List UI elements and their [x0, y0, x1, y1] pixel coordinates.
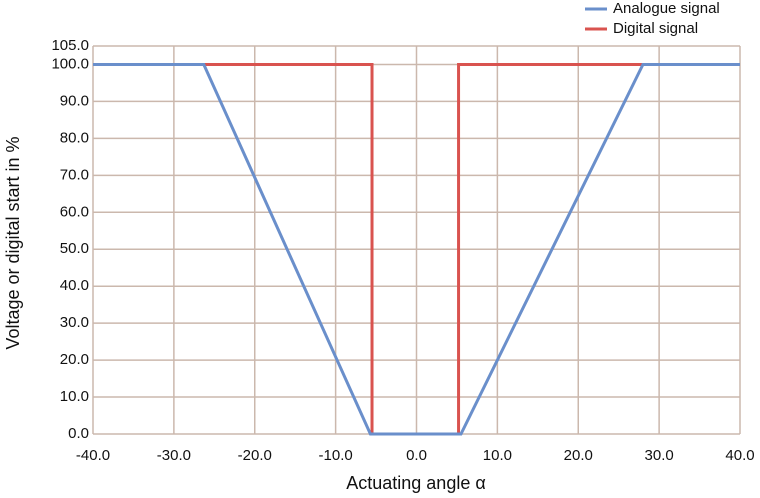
y-tick-label: 20.0	[60, 351, 89, 368]
x-tick-label: -10.0	[319, 447, 353, 464]
y-tick-label: 0.0	[68, 425, 89, 442]
x-tick-label: 20.0	[564, 447, 593, 464]
y-tick-label: 70.0	[60, 166, 89, 183]
x-tick-label: 30.0	[645, 447, 674, 464]
y-tick-label: 105.0	[51, 37, 89, 54]
series-line	[93, 62, 740, 436]
legend-label: Digital signal	[613, 20, 698, 37]
x-tick-label: -20.0	[238, 447, 272, 464]
x-tick-label: -40.0	[76, 447, 110, 464]
y-tick-label: 10.0	[60, 388, 89, 405]
y-tick-label: 60.0	[60, 203, 89, 220]
legend-label: Analogue signal	[613, 0, 720, 17]
y-axis-title: Voltage or digital start in %	[3, 136, 23, 349]
x-axis-title: Actuating angle α	[346, 473, 486, 493]
y-tick-label: 90.0	[60, 92, 89, 109]
y-tick-label: 50.0	[60, 240, 89, 257]
y-tick-label: 30.0	[60, 314, 89, 331]
x-tick-label: 40.0	[725, 447, 754, 464]
y-tick-label: 40.0	[60, 277, 89, 294]
x-tick-label: 0.0	[406, 447, 427, 464]
x-tick-label: -30.0	[157, 447, 191, 464]
y-tick-label: 80.0	[60, 129, 89, 146]
y-tick-label: 100.0	[51, 55, 89, 72]
x-tick-label: 10.0	[483, 447, 512, 464]
